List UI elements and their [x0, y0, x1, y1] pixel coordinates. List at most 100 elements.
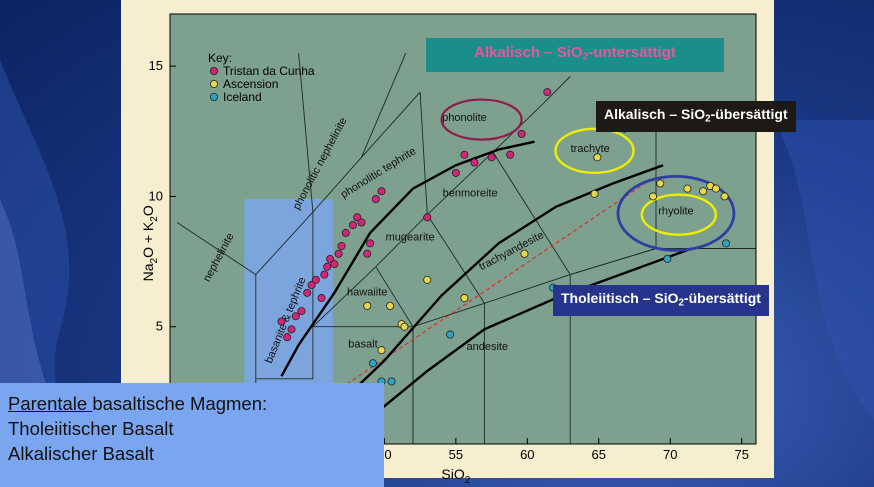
parental-line-alkaline: Alkalischer Basalt — [8, 443, 155, 464]
point-tristan-da-cunha-20 — [366, 239, 375, 248]
field-label-andesite: andesite — [467, 341, 509, 353]
phonolite-ellipse — [440, 98, 523, 141]
y-tick-label-5: 5 — [156, 319, 163, 334]
plot-frame — [169, 13, 757, 445]
x-axis-title: SiO2 — [441, 466, 470, 486]
point-tristan-da-cunha-6 — [307, 281, 316, 290]
point-ascension-14 — [699, 187, 708, 196]
legend-label-0: Tristan da Cunha — [223, 64, 315, 78]
field-boundary-8 — [426, 214, 485, 304]
parental-line-tholeiitic: Tholeiitischer Basalt — [8, 418, 174, 439]
point-ascension-5 — [423, 275, 432, 284]
point-ascension-7 — [520, 249, 529, 258]
field-boundary-12 — [176, 222, 257, 275]
field-label-rhyolite: rhyolite — [658, 206, 693, 218]
legend-label-2: Iceland — [223, 90, 262, 104]
field-boundary-4 — [312, 248, 756, 328]
point-tristan-da-cunha-28 — [506, 150, 515, 159]
trend-curve-1 — [326, 164, 664, 417]
point-tristan-da-cunha-29 — [517, 129, 526, 138]
point-tristan-da-cunha-4 — [297, 307, 306, 316]
rhyolite-outer-ellipse — [616, 174, 736, 252]
point-tristan-da-cunha-23 — [423, 213, 432, 222]
point-tristan-da-cunha-12 — [330, 260, 339, 269]
field-boundary-14 — [419, 92, 428, 215]
trachyte-ellipse — [554, 127, 635, 175]
point-tristan-da-cunha-0 — [277, 317, 286, 326]
parental-heading: Parentale basaltische Magmen: — [8, 393, 268, 414]
point-ascension-16 — [711, 184, 720, 193]
point-tristan-da-cunha-14 — [337, 241, 346, 250]
point-iceland-6 — [549, 283, 558, 292]
point-ascension-2 — [386, 301, 395, 310]
legend-label-1: Ascension — [223, 77, 278, 91]
y-tick-label-10: 10 — [149, 188, 163, 203]
point-iceland-1 — [368, 359, 377, 368]
point-ascension-10 — [620, 124, 629, 133]
point-tristan-da-cunha-9 — [320, 270, 329, 279]
point-tristan-da-cunha-19 — [363, 249, 372, 258]
point-tristan-da-cunha-3 — [291, 312, 300, 321]
field-boundary-0 — [255, 104, 542, 444]
point-tristan-da-cunha-2 — [287, 325, 296, 334]
point-tristan-da-cunha-21 — [371, 195, 380, 204]
point-iceland-5 — [446, 330, 455, 339]
rhyolite-inner-ellipse — [640, 193, 718, 236]
trend-curve-2 — [369, 247, 693, 419]
point-tristan-da-cunha-30 — [543, 88, 552, 97]
point-tristan-da-cunha-15 — [341, 228, 350, 237]
field-label-hawaiite: hawaiite — [347, 286, 387, 298]
y-axis-title: Na2O + K2O — [140, 205, 160, 281]
point-tristan-da-cunha-16 — [348, 221, 357, 230]
field-label-benmoreite: benmoreite — [443, 187, 498, 199]
field-boundary-10 — [541, 76, 571, 106]
field-boundary-9 — [492, 151, 571, 275]
point-ascension-0 — [363, 301, 372, 310]
legend-title: Key: — [208, 51, 232, 65]
legend-marker-1 — [209, 80, 218, 89]
point-ascension-13 — [683, 184, 692, 193]
point-tristan-da-cunha-11 — [326, 254, 335, 263]
point-tristan-da-cunha-13 — [334, 249, 343, 258]
x-tick-label-65: 65 — [592, 447, 606, 462]
x-tick-label-60: 60 — [520, 447, 534, 462]
point-tristan-da-cunha-26 — [470, 158, 479, 167]
point-ascension-6 — [460, 294, 469, 303]
field-label-phonolite: phonolite — [442, 112, 487, 124]
point-iceland-8 — [721, 239, 730, 248]
field-boundary-13 — [361, 52, 407, 158]
x-tick-label-70: 70 — [663, 447, 677, 462]
field-boundary-15 — [298, 53, 314, 213]
point-tristan-da-cunha-27 — [487, 153, 496, 162]
point-ascension-9 — [593, 153, 602, 162]
point-tristan-da-cunha-17 — [353, 213, 362, 222]
y-tick-label-15: 15 — [149, 58, 163, 73]
point-ascension-11 — [649, 192, 658, 201]
trend-curve-0 — [280, 140, 535, 377]
point-ascension-8 — [590, 189, 599, 198]
point-ascension-17 — [720, 192, 729, 201]
legend-marker-0 — [209, 67, 218, 76]
field-label-trachyte: trachyte — [571, 143, 610, 155]
point-tristan-da-cunha-8 — [317, 294, 326, 303]
legend-marker-2 — [209, 93, 218, 102]
field-label-mugearite: mugearite — [386, 232, 435, 244]
field-label-basalt: basalt — [348, 339, 377, 351]
point-ascension-12 — [656, 179, 665, 188]
point-iceland-7 — [663, 254, 672, 263]
x-tick-label-55: 55 — [449, 447, 463, 462]
point-tristan-da-cunha-24 — [451, 168, 460, 177]
point-iceland-4 — [387, 377, 396, 386]
parental-magmas-box: Parentale basaltische Magmen: Tholeiitis… — [0, 383, 384, 487]
x-tick-label-75: 75 — [734, 447, 748, 462]
point-tristan-da-cunha-5 — [303, 288, 312, 297]
point-tristan-da-cunha-10 — [323, 262, 332, 271]
point-ascension-1 — [377, 346, 386, 355]
point-tristan-da-cunha-7 — [311, 275, 320, 284]
point-ascension-4 — [400, 322, 409, 331]
point-tristan-da-cunha-1 — [283, 333, 292, 342]
point-tristan-da-cunha-18 — [357, 218, 366, 227]
point-tristan-da-cunha-22 — [377, 187, 386, 196]
point-tristan-da-cunha-25 — [460, 150, 469, 159]
alkaline-divide-line — [276, 180, 650, 432]
